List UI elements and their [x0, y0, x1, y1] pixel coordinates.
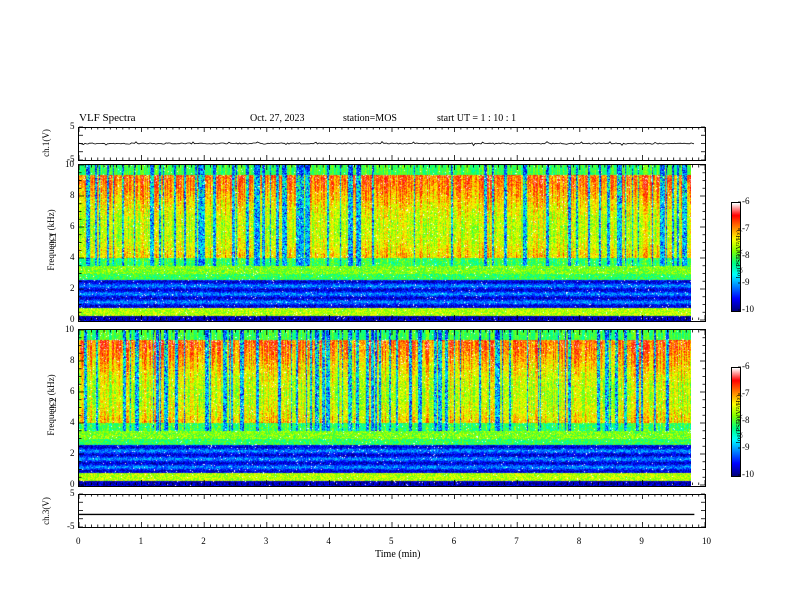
colorbar-tick-label: -7: [742, 223, 750, 233]
x-tick-label: 2: [201, 536, 206, 546]
ch1-voltage-ylabel: ch.1(V): [41, 123, 51, 163]
colorbar-tick-label: -8: [742, 415, 750, 425]
x-tick-label: 7: [514, 536, 519, 546]
y-tick-label: 0: [70, 314, 75, 324]
y-tick-label: 4: [70, 417, 75, 427]
colorbar-tick-label: -10: [742, 304, 754, 314]
x-tick-label: 3: [264, 536, 269, 546]
axes-overlay: [0, 0, 792, 612]
y-tick-label: 2: [70, 448, 75, 458]
x-axis-label: Time (min): [375, 549, 420, 560]
colorbar-tick-label: -9: [742, 277, 750, 287]
colorbar-tick-label: -8: [742, 250, 750, 260]
colorbar-tick-label: -10: [742, 469, 754, 479]
y-tick-label: 2: [70, 283, 75, 293]
y-tick-label: 6: [70, 386, 75, 396]
y-tick-label: 10: [65, 324, 74, 334]
y-tick-label: 5: [70, 121, 75, 131]
colorbar-tick-label: -9: [742, 442, 750, 452]
ch1-voltage-trace: [79, 142, 694, 146]
ch2-frequency-ylabel: Frequency (kHz): [46, 365, 56, 445]
ch1-frequency-ylabel: Frequency (kHz): [46, 200, 56, 280]
x-tick-label: 0: [76, 536, 81, 546]
y-tick-label: 8: [70, 355, 75, 365]
y-tick-label: 5: [70, 488, 75, 498]
y-tick-label: 6: [70, 221, 75, 231]
y-tick-label: -5: [67, 154, 75, 164]
x-tick-label: 6: [452, 536, 457, 546]
x-tick-label: 5: [389, 536, 394, 546]
colorbar-tick-label: -6: [742, 196, 750, 206]
x-tick-label: 8: [577, 536, 582, 546]
ch3-voltage-ylabel: ch.3(V): [41, 491, 51, 531]
y-tick-label: 4: [70, 252, 75, 262]
y-tick-label: -5: [67, 521, 75, 531]
x-tick-label: 4: [326, 536, 331, 546]
x-tick-label: 10: [702, 536, 711, 546]
x-tick-label: 9: [639, 536, 644, 546]
colorbar-tick-label: -6: [742, 361, 750, 371]
colorbar-tick-label: -7: [742, 388, 750, 398]
y-tick-label: 8: [70, 190, 75, 200]
x-tick-label: 1: [139, 536, 144, 546]
